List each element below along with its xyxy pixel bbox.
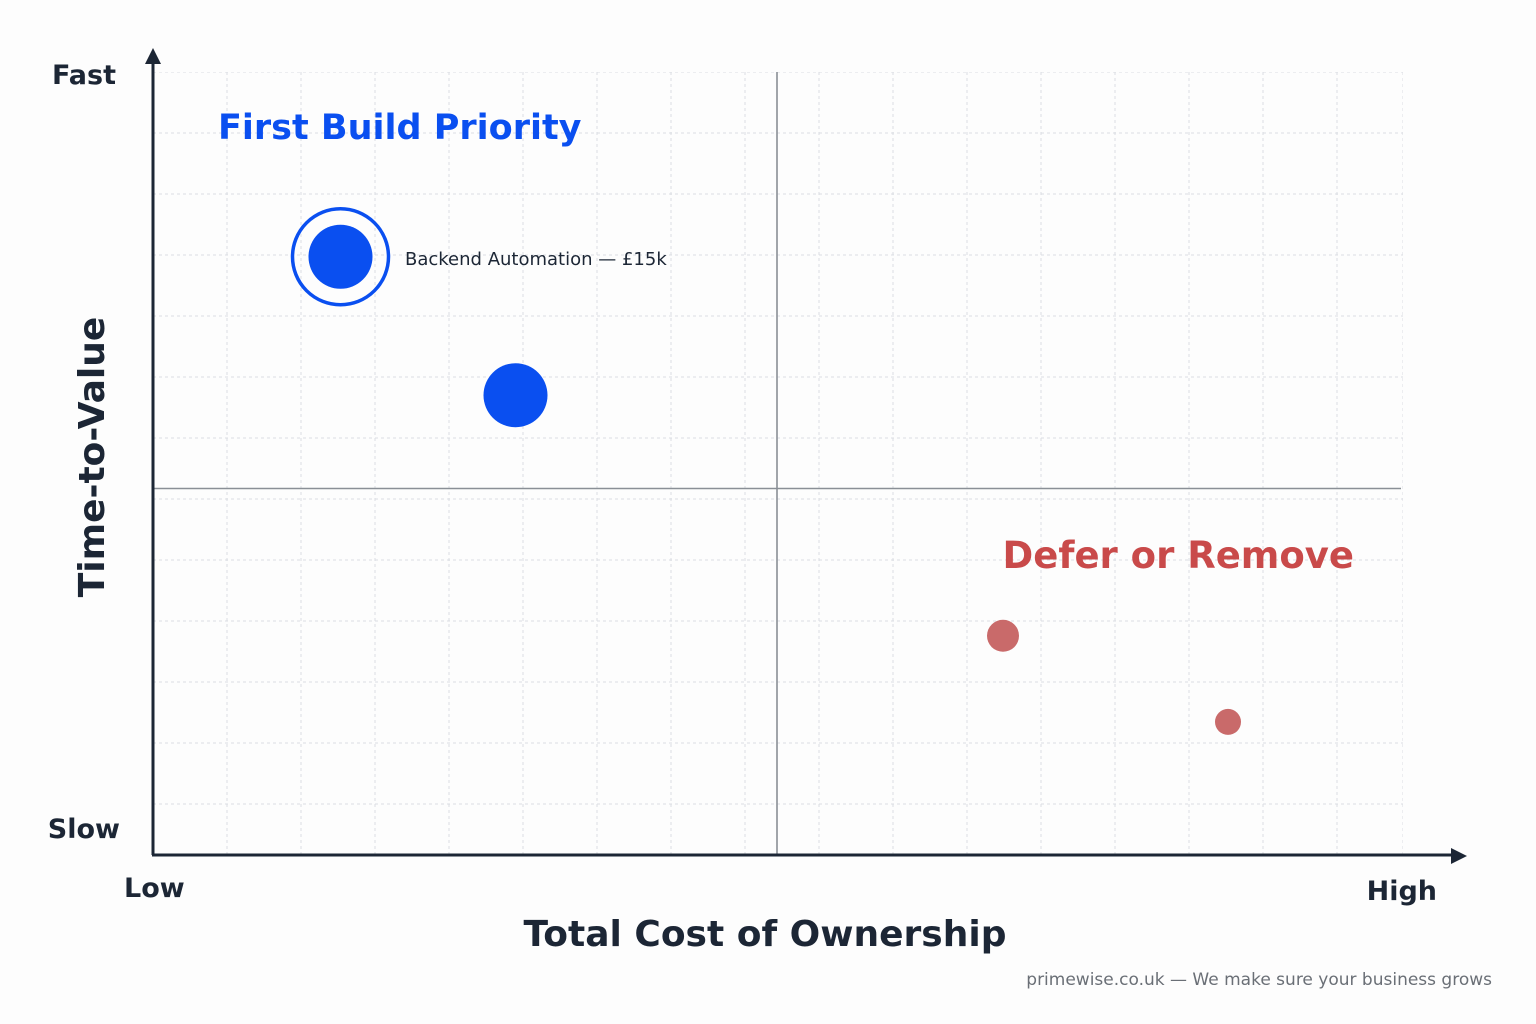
x-axis-arrowhead xyxy=(1451,848,1467,864)
data-point xyxy=(308,224,373,289)
data-point xyxy=(483,363,548,428)
data-points xyxy=(290,207,1241,735)
quadrant-dividers xyxy=(153,72,1401,855)
y-axis-low-label: Slow xyxy=(48,814,120,845)
footer-note: primewise.co.uk — We make sure your busi… xyxy=(1026,970,1492,990)
y-axis-arrowhead xyxy=(145,48,161,64)
axes xyxy=(145,48,1467,864)
grid-lines xyxy=(153,72,1403,855)
x-axis-low-label: Low xyxy=(124,873,185,904)
data-point xyxy=(1215,708,1241,735)
x-axis-high-label: High xyxy=(1367,876,1437,907)
point-highlight-ring xyxy=(290,207,391,307)
point-label-backend-automation: Backend Automation — £15k xyxy=(405,249,667,270)
x-axis-title: Total Cost of Ownership xyxy=(524,914,1007,955)
data-point xyxy=(987,619,1019,652)
quadrant-label-first-build-priority: First Build Priority xyxy=(218,108,582,148)
y-axis-title: Time-to-Value xyxy=(72,317,113,598)
y-axis-high-label: Fast xyxy=(52,60,116,91)
quadrant-label-defer-or-remove: Defer or Remove xyxy=(1003,534,1354,577)
